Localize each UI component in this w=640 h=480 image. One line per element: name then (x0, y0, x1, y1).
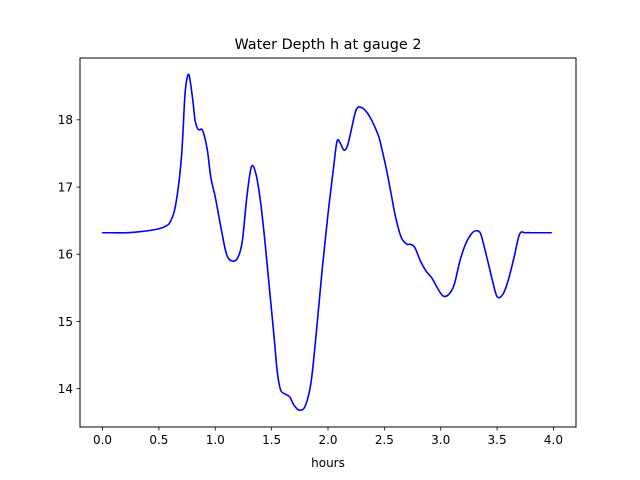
x-tick-label: 2.5 (375, 433, 394, 447)
plot-area (80, 58, 576, 427)
chart-title: Water Depth h at gauge 2 (234, 37, 421, 53)
x-tick-label: 4.0 (544, 433, 563, 447)
x-tick-label: 1.0 (206, 433, 225, 447)
x-tick-label: 1.5 (262, 433, 281, 447)
y-tick-label: 15 (58, 315, 73, 329)
series-layer (101, 73, 552, 411)
y-tick-label: 14 (58, 382, 73, 396)
x-tick-label: 0.5 (149, 433, 168, 447)
x-tick-label: 2.0 (318, 433, 337, 447)
x-tick-label: 0.0 (93, 433, 112, 447)
x-tick-label: 3.0 (431, 433, 450, 447)
y-axis-ticks: 14 15 16 17 18 (58, 113, 80, 396)
series-line-0 (101, 73, 552, 411)
y-tick-label: 16 (58, 248, 73, 262)
y-tick-label: 18 (58, 113, 73, 127)
plot-frame (79, 57, 577, 428)
x-axis-label: hours (311, 456, 345, 470)
x-axis-ticks: 0.0 0.5 1.0 1.5 2.0 2.5 3.0 3.5 4.0 (93, 427, 563, 447)
y-tick-label: 17 (58, 180, 73, 194)
x-tick-label: 3.5 (488, 433, 507, 447)
